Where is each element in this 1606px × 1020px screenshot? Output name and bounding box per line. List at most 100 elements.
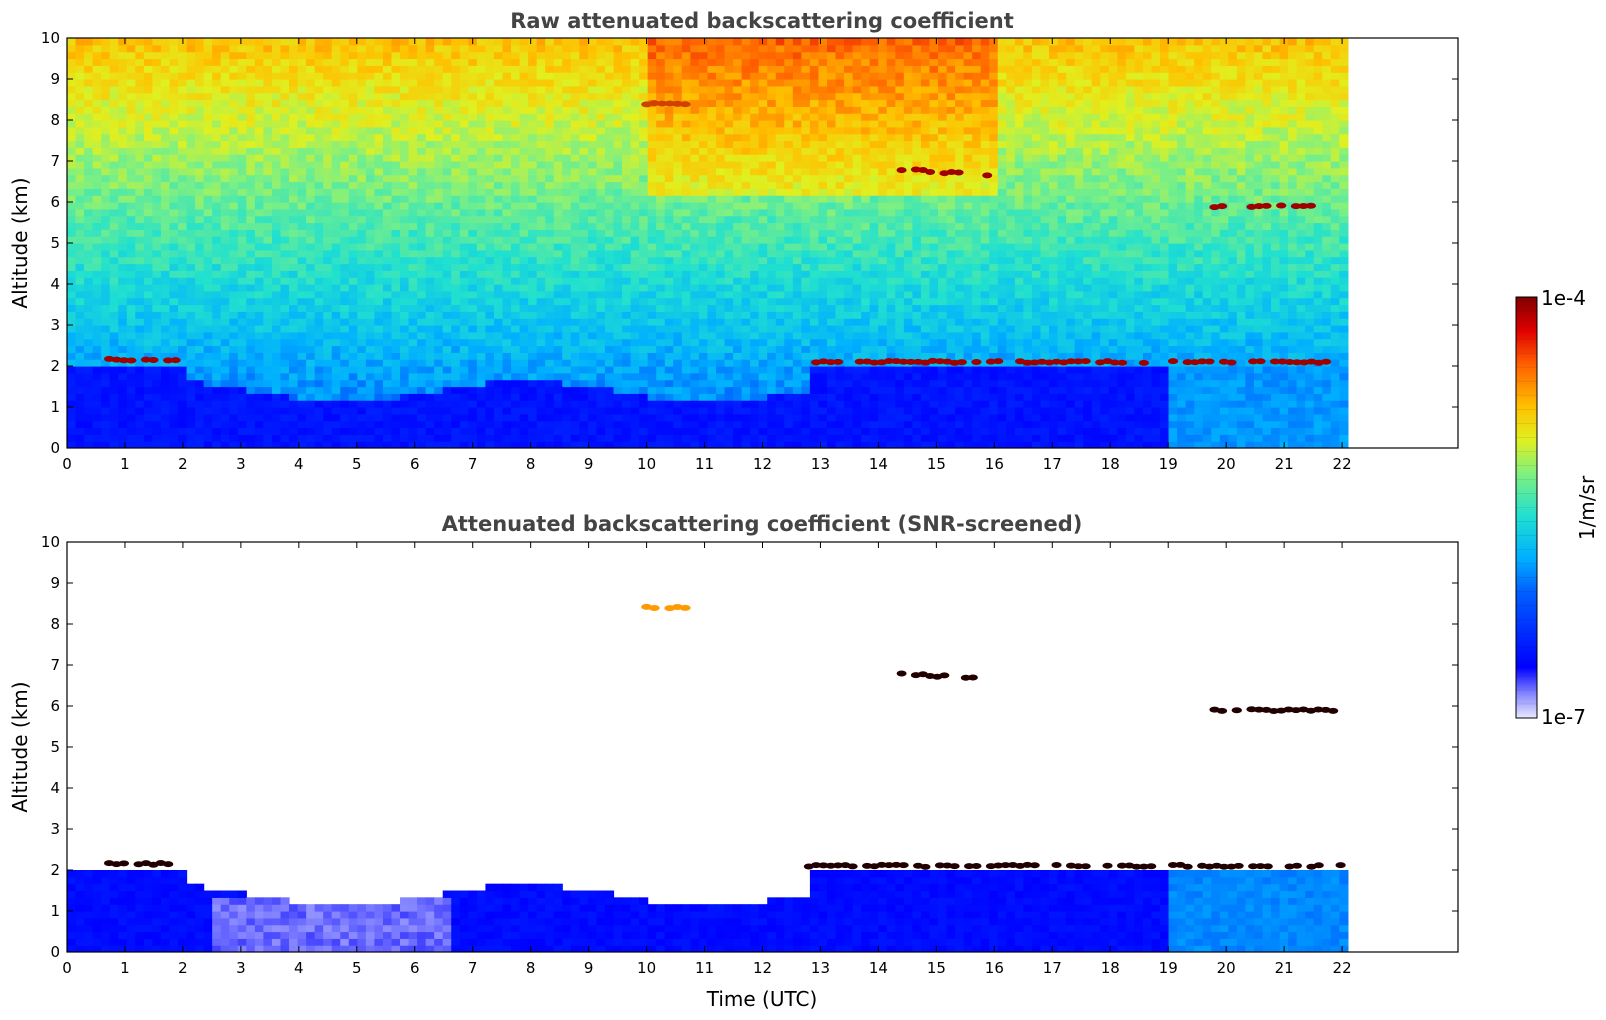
heatmap-cell [459,393,469,401]
heatmap-cell [75,434,85,442]
heatmap-cell [724,400,734,408]
heatmap-cell [587,331,598,340]
heatmap-cell [348,236,358,244]
heatmap-cell [733,229,743,237]
heatmap-cell [553,167,563,176]
heatmap-cell [417,270,427,278]
heatmap-cell [254,79,264,87]
heatmap-cell [493,263,504,271]
heatmap-cell [67,427,77,435]
heatmap-cell [562,284,572,292]
heatmap-cell [741,338,751,347]
heatmap-cell [664,331,674,340]
heatmap-cell [246,311,256,319]
heatmap-cell [365,413,376,422]
heatmap-cell [280,188,290,196]
heatmap-cell [126,284,136,292]
heatmap-cell [374,434,384,442]
heatmap-cell [733,99,743,107]
heatmap-cell [579,263,589,271]
heatmap-cell [84,420,94,429]
heatmap-cell [178,256,188,265]
heatmap-cell [254,161,264,169]
heatmap-cell [733,427,743,435]
heatmap-cell [203,393,213,401]
heatmap-cell [237,263,247,271]
heatmap-cell [459,277,469,285]
heatmap-cell [254,167,264,176]
heatmap-cell [254,441,264,448]
heatmap-cell [152,318,162,326]
heatmap-cell [604,366,615,374]
heatmap-cell [570,393,580,401]
heatmap-cell [733,79,743,87]
heatmap-cell [485,99,495,107]
heatmap-cell [698,85,709,94]
heatmap-cell [391,188,401,196]
heatmap-cell [331,154,341,162]
heatmap-cell [280,222,290,230]
heatmap-cell [775,434,785,442]
heatmap-cell [417,359,427,367]
heatmap-cell [613,243,623,251]
heatmap-cell [425,222,435,230]
heatmap-cell [673,215,683,224]
heatmap-cell [758,113,768,121]
heatmap-cell [143,92,153,101]
heatmap-cell [630,427,640,435]
heatmap-cell [357,140,367,148]
heatmap-cell [348,284,358,292]
heatmap-cell [707,181,717,189]
heatmap-cell [502,229,512,237]
heatmap-cell [673,441,683,448]
heatmap-cell [536,345,546,353]
heatmap-cell [579,372,589,381]
heatmap-cell [639,277,649,285]
heatmap-cell [690,290,700,299]
heatmap-cell [203,58,213,66]
heatmap-cell [263,331,273,340]
heatmap-cell [67,202,77,210]
heatmap-cell [681,215,691,224]
heatmap-cell [374,243,384,251]
heatmap-cell [135,72,145,80]
heatmap-cell [220,427,230,435]
heatmap-cell [297,174,307,183]
heatmap-cell [681,51,691,60]
heatmap-cell [357,256,367,265]
heatmap-cell [357,215,367,224]
heatmap-cell [306,263,316,271]
heatmap-cell [408,256,418,265]
heatmap-cell [306,386,316,394]
heatmap-cell [126,386,136,394]
heatmap-cell [673,372,683,381]
heatmap-cell [639,379,649,388]
heatmap-cell [109,284,119,292]
heatmap-cell [596,400,606,408]
heatmap-cell [118,290,128,299]
heatmap-cell [135,284,145,292]
heatmap-cell [733,195,743,203]
heatmap-cell [545,99,555,107]
heatmap-cell [707,366,717,374]
heatmap-cell [118,133,128,142]
heatmap-cell [118,85,128,94]
heatmap-cell [562,311,572,319]
heatmap-cell [109,154,119,162]
heatmap-cell [143,366,153,374]
heatmap-cell [639,338,649,347]
heatmap-cell [451,126,461,135]
heatmap-cell [195,236,205,244]
heatmap-cell [186,174,196,183]
heatmap-cell [536,393,546,401]
heatmap-cell [442,99,452,107]
heatmap-cell [741,290,751,299]
heatmap-cell [340,208,350,217]
heatmap-cell [758,161,768,169]
heatmap-cell [408,427,418,435]
heatmap-cell [254,311,264,319]
heatmap-cell [451,161,461,169]
heatmap-cell [545,92,555,101]
heatmap-cell [681,202,691,210]
heatmap-cell [160,311,171,319]
